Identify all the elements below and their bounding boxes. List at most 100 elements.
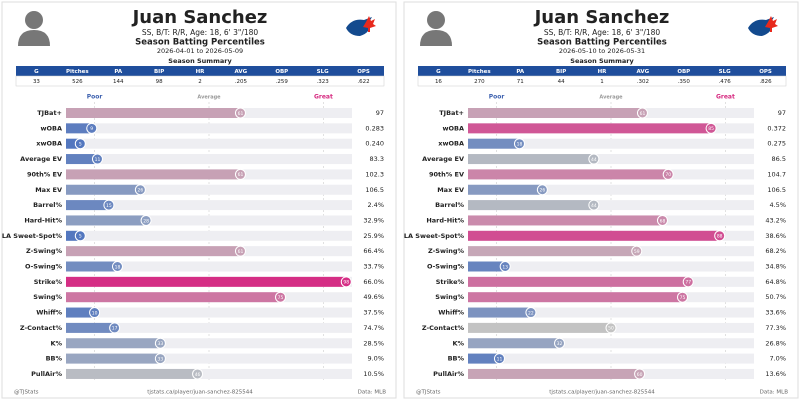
percentile-dot xyxy=(154,353,166,365)
percentile-label: 28 xyxy=(143,218,149,224)
percentile-label: 98 xyxy=(343,280,349,286)
percentile-bar xyxy=(66,292,281,303)
row-label: PullAir% xyxy=(31,370,62,378)
footer-url: tjstats.ca/player/juan-sanchez-825544 xyxy=(549,390,655,396)
bar-track xyxy=(66,230,352,241)
percentile-label: 77 xyxy=(685,280,691,286)
row-label: LA Sweet-Spot% xyxy=(2,232,63,240)
summary-value: 16 xyxy=(435,79,442,85)
row-value: 83.3 xyxy=(370,155,384,163)
percentile-dot xyxy=(605,322,617,334)
percentile-bar xyxy=(468,276,689,287)
row-value: 25.9% xyxy=(363,232,384,240)
summary-header-bg xyxy=(418,66,786,76)
row-label: Whiff% xyxy=(438,309,464,317)
percentile-bar xyxy=(468,200,594,211)
percentile-dot xyxy=(631,245,643,257)
row-label: Max EV xyxy=(437,186,464,194)
row-label: BB% xyxy=(448,355,465,363)
percentile-label: 9 xyxy=(90,126,93,132)
percentile-bar xyxy=(66,123,92,134)
row-value: 28.5% xyxy=(363,339,384,347)
row-value: 0.275 xyxy=(767,140,786,148)
row-label: Strike% xyxy=(436,278,465,286)
percentile-label: 32 xyxy=(557,341,563,347)
percentile-bar xyxy=(468,338,560,349)
percentile-label: 61 xyxy=(238,111,244,117)
row-label: Max EV xyxy=(35,186,62,194)
row-value: 97 xyxy=(778,109,786,117)
percentile-bar xyxy=(66,138,81,149)
row-value: 106.5 xyxy=(767,186,786,194)
row-value: 77.3% xyxy=(765,324,786,332)
bar-track xyxy=(66,353,352,364)
summary-col: HR xyxy=(196,69,206,75)
summary-value: 44 xyxy=(558,79,565,85)
percentile-dot xyxy=(656,214,668,226)
percentile-bar xyxy=(66,353,161,364)
bar-track xyxy=(468,307,754,318)
row-label: wOBA xyxy=(40,124,62,132)
row-label: Average EV xyxy=(20,155,62,163)
percentile-dot xyxy=(89,307,101,319)
row-value: 64.8% xyxy=(765,278,786,286)
bar-track xyxy=(468,353,754,364)
bar-track xyxy=(468,184,754,195)
row-label: Strike% xyxy=(34,278,63,286)
percentile-dot xyxy=(74,230,86,242)
bar-track xyxy=(66,200,352,211)
percentile-dot xyxy=(588,153,600,165)
panel-border xyxy=(1,1,397,399)
percentile-bar xyxy=(468,368,640,379)
panel-border xyxy=(403,1,799,399)
row-value: 10.5% xyxy=(363,370,384,378)
percentile-label: 26 xyxy=(137,188,143,194)
player-name: Juan Sanchez xyxy=(533,7,670,28)
bar-track xyxy=(66,154,352,165)
percentile-dot xyxy=(554,337,566,349)
dates: 2026-04-01 to 2026-05-09 xyxy=(157,47,243,55)
percentile-bar xyxy=(66,108,241,118)
row-label: xwOBA xyxy=(438,140,464,148)
percentile-bar xyxy=(468,353,500,364)
bar-track xyxy=(468,154,754,165)
percentile-dot xyxy=(234,168,246,180)
row-label: Whiff% xyxy=(36,309,62,317)
bar-track xyxy=(66,307,352,318)
row-value: 68.2% xyxy=(765,247,786,255)
percentile-label: 88 xyxy=(717,234,723,240)
percentile-label: 33 xyxy=(158,341,164,347)
row-value: 86.5 xyxy=(772,155,786,163)
row-value: 43.2% xyxy=(765,216,786,224)
row-label: TJBat+ xyxy=(37,109,62,117)
row-label: LA Sweet-Spot% xyxy=(404,232,465,240)
avatar-head xyxy=(427,11,445,29)
percentile-bar xyxy=(468,261,506,272)
footer-handle: @TJStats xyxy=(14,390,39,396)
row-value: 0.283 xyxy=(365,124,384,132)
subtitle: Season Batting Percentiles xyxy=(537,38,667,48)
row-value: 4.5% xyxy=(769,201,786,209)
percentile-label: 50 xyxy=(608,326,614,332)
percentile-bar xyxy=(468,292,683,303)
percentile-dot xyxy=(86,122,98,134)
percentile-dot xyxy=(525,307,537,319)
avatar-body xyxy=(18,30,50,46)
summary-value: .205 xyxy=(235,79,248,85)
row-label: O-Swing% xyxy=(427,263,465,271)
percentile-dot xyxy=(714,230,726,242)
summary-col: Pitches xyxy=(66,69,89,75)
percentile-label: 5 xyxy=(79,234,82,240)
percentile-dot xyxy=(234,107,246,119)
percentile-dot xyxy=(111,261,123,272)
percentile-dot xyxy=(636,107,648,119)
percentile-label: 85 xyxy=(708,126,714,132)
row-value: 66.0% xyxy=(363,278,384,286)
row-label: Barrel% xyxy=(33,201,62,209)
row-label: PullAir% xyxy=(433,370,464,378)
footer-handle: @TJStats xyxy=(416,390,441,396)
bar-track xyxy=(66,261,352,272)
summary-value: 2 xyxy=(198,79,202,85)
